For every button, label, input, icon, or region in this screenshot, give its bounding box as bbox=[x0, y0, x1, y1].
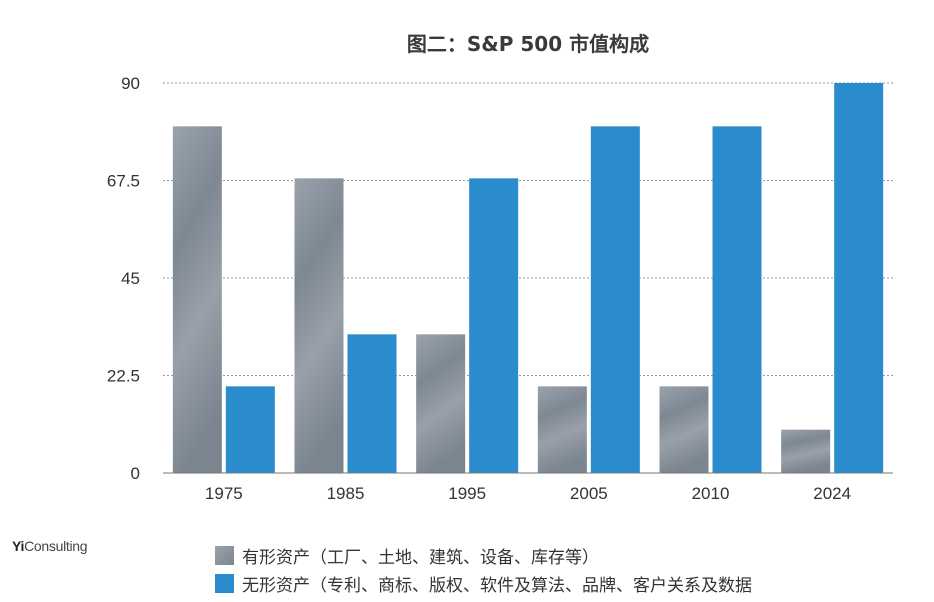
y-tick-label: 45 bbox=[121, 269, 140, 288]
bar-intangible-2024 bbox=[834, 83, 884, 473]
bar-tangible-2010 bbox=[659, 386, 709, 473]
bar-tangible-1985 bbox=[294, 178, 344, 474]
chart-title: 图二：S&P 500 市值构成 bbox=[407, 32, 649, 56]
y-tick-label: 90 bbox=[121, 74, 140, 93]
x-tick-label: 2005 bbox=[570, 484, 608, 503]
legend-item-intangible: 无形资产（专利、商标、版权、软件及算法、品牌、客户关系及数据 bbox=[215, 569, 752, 597]
legend-label-tangible: 有形资产（工厂、土地、建筑、设备、库存等） bbox=[242, 547, 599, 568]
bar-intangible-2010 bbox=[712, 126, 762, 473]
x-tick-label: 1995 bbox=[448, 484, 486, 503]
y-tick-label: 22.5 bbox=[107, 367, 140, 386]
x-tick-label: 2010 bbox=[692, 484, 730, 503]
legend: 有形资产（工厂、土地、建筑、设备、库存等） 无形资产（专利、商标、版权、软件及算… bbox=[215, 541, 752, 597]
grid bbox=[163, 82, 893, 376]
bar-intangible-1985 bbox=[347, 334, 397, 473]
bars bbox=[172, 83, 884, 474]
y-tick-label: 67.5 bbox=[107, 172, 140, 191]
brand-logo: YiConsulting bbox=[12, 538, 88, 554]
x-tick-label: 1985 bbox=[327, 484, 365, 503]
legend-swatch-tangible bbox=[215, 545, 234, 565]
bar-intangible-1975 bbox=[225, 386, 275, 473]
legend-item-tangible: 有形资产（工厂、土地、建筑、设备、库存等） bbox=[215, 541, 752, 569]
legend-swatch-intangible bbox=[215, 573, 234, 593]
x-tick-label: 2024 bbox=[813, 484, 851, 503]
x-tick-label: 1975 bbox=[205, 484, 243, 503]
bar-intangible-1995 bbox=[469, 178, 519, 474]
y-axis-ticks: 0 22.5 45 67.5 90 bbox=[107, 74, 140, 483]
bar-tangible-2005 bbox=[537, 386, 587, 473]
bar-intangible-2005 bbox=[590, 126, 640, 473]
bar-tangible-2024 bbox=[781, 429, 831, 473]
legend-label-intangible: 无形资产（专利、商标、版权、软件及算法、品牌、客户关系及数据 bbox=[242, 575, 752, 596]
bar-tangible-1995 bbox=[416, 334, 466, 473]
x-axis-ticks: 1975 1985 1995 2005 2010 2024 bbox=[205, 484, 851, 503]
y-tick-label: 0 bbox=[131, 464, 140, 483]
bar-tangible-1975 bbox=[172, 126, 222, 473]
